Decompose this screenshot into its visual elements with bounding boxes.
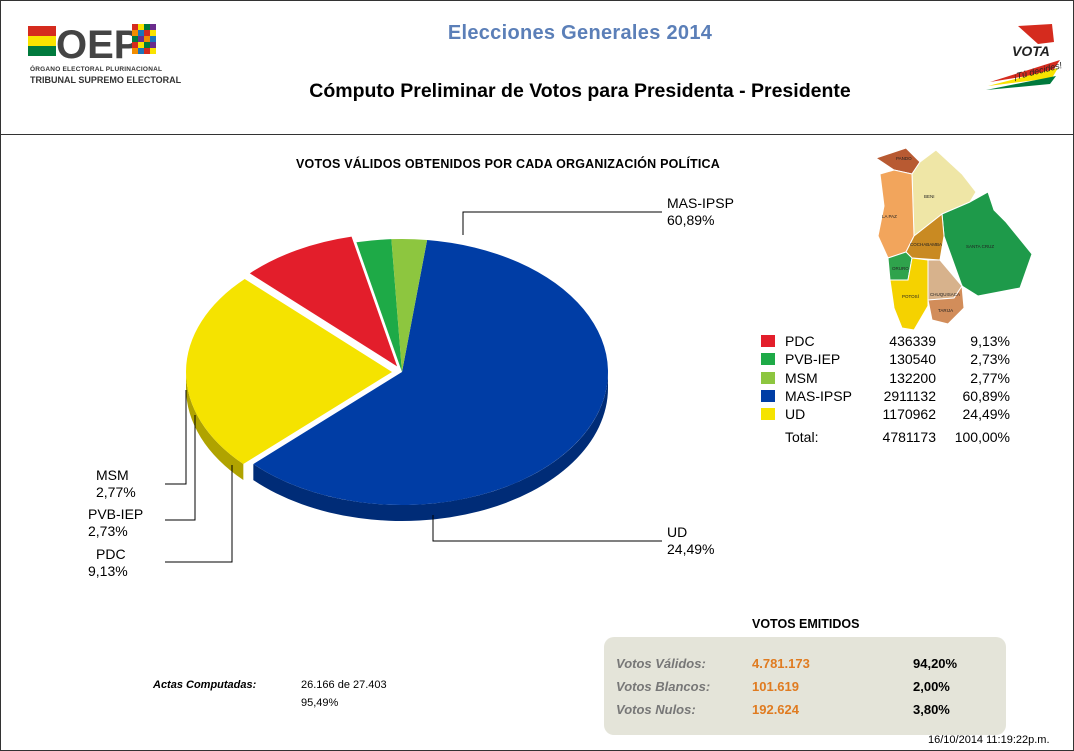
emit-row-blancos: Votos Blancos: 101.619 2,00% xyxy=(616,677,1006,697)
actas-computadas-percent: 95,49% xyxy=(301,697,339,709)
map-label-potosi: POTOSÍ xyxy=(902,293,920,299)
legend-percent: 2,73% xyxy=(970,351,1010,367)
header-separator xyxy=(1,134,1073,135)
legend-votes: 130540 xyxy=(889,351,936,367)
legend-name: PVB-IEP xyxy=(785,351,841,367)
pie-side-ud xyxy=(186,371,244,481)
legend-swatch-mas-ipsp xyxy=(761,390,775,402)
legend-swatch-pvb-iep xyxy=(761,353,775,365)
callout-ud-name: UD xyxy=(667,524,688,540)
map-label-cochabamba: COCHABAMBA xyxy=(910,242,942,247)
callout-ud: UD 24,49% xyxy=(667,524,714,558)
legend-total-votes: 4781173 xyxy=(882,429,936,445)
map-label-pando: PANDO xyxy=(896,156,912,161)
legend-name: UD xyxy=(785,406,806,422)
map-label-oruro: ORURO xyxy=(892,266,909,271)
emit-percent: 2,00% xyxy=(913,679,950,694)
site-title: Elecciones Generales 2014 xyxy=(447,22,713,44)
legend-name: PDC xyxy=(785,333,815,349)
callout-ud-pct: 24,49% xyxy=(667,541,715,557)
legend-swatch-pdc xyxy=(761,335,775,347)
emit-row-validos: Votos Válidos: 4.781.173 94,20% xyxy=(616,654,1006,674)
emit-label: Votos Nulos: xyxy=(616,702,696,717)
callout-pvb-iep-pct: 2,73% xyxy=(88,523,128,539)
callout-pdc-name: PDC xyxy=(96,546,126,562)
callout-mas-ipsp: MAS-IPSP 60,89% xyxy=(667,195,734,229)
pie-slice-ud xyxy=(186,278,393,465)
legend-total-percent: 100,00% xyxy=(954,429,1010,445)
map-label-beni: BENI xyxy=(924,194,935,199)
pie-slice-pvb-iep xyxy=(356,239,402,372)
pie-chart xyxy=(165,211,662,563)
pie-side-mas-ipsp xyxy=(253,372,608,521)
legend-swatch-ud xyxy=(761,408,775,420)
callout-pdc-pct: 9,13% xyxy=(88,563,128,579)
votos-emitidos-panel: Votos Válidos: 4.781.173 94,20% Votos Bl… xyxy=(604,637,1006,735)
legend-votes: 132200 xyxy=(889,370,936,386)
emit-label: Votos Válidos: xyxy=(616,656,706,671)
emit-value: 192.624 xyxy=(752,702,799,717)
map-label-chuquisaca: CHUQUISACA xyxy=(930,292,960,297)
callout-mas-ipsp-name: MAS-IPSP xyxy=(667,195,734,211)
actas-computadas-count: 26.166 de 27.403 xyxy=(301,679,387,691)
pie-slice-msm xyxy=(391,238,428,372)
callout-msm-pct: 2,77% xyxy=(96,484,136,500)
leader-line-pvb xyxy=(165,415,196,521)
map-label-santa-cruz: SANTA CRUZ xyxy=(966,244,994,249)
callout-pvb-iep: PVB-IEP 2,73% xyxy=(88,506,143,540)
map-label-la-paz: LA PAZ xyxy=(882,214,897,219)
emit-value: 101.619 xyxy=(752,679,799,694)
legend-votes: 436339 xyxy=(889,333,936,349)
callout-msm-name: MSM xyxy=(96,467,129,483)
legend-total-label: Total: xyxy=(785,429,819,445)
vota-word: VOTA xyxy=(1012,43,1050,59)
vota-logo: VOTA ¡Tú decides! xyxy=(986,24,1063,90)
emit-row-nulos: Votos Nulos: 192.624 3,80% xyxy=(616,700,1006,720)
pie-slice-mas-ipsp xyxy=(253,239,608,505)
oep-logo: OEP xyxy=(28,23,156,67)
actas-computadas-label: Actas Computadas: xyxy=(153,679,257,691)
report-timestamp: 16/10/2014 11:19:22p.m. xyxy=(928,734,1050,746)
legend-name: MAS-IPSP xyxy=(785,388,852,404)
map-label-tarija: TARIJA xyxy=(938,308,953,313)
page-title: Cómputo Preliminar de Votos para Preside… xyxy=(309,80,851,102)
pie-slice-pdc xyxy=(249,236,398,367)
callout-mas-ipsp-pct: 60,89% xyxy=(667,212,715,228)
oep-logo-mark: OEP xyxy=(56,23,140,67)
legend-votes: 2911132 xyxy=(883,388,936,404)
leader-line-pdc xyxy=(165,465,233,563)
legend-swatch-msm xyxy=(761,372,775,384)
legend-percent: 9,13% xyxy=(970,333,1010,349)
votos-emitidos-title: VOTOS EMITIDOS xyxy=(752,617,860,631)
callout-msm: MSM 2,77% xyxy=(96,467,136,501)
oep-logo-line2: TRIBUNAL SUPREMO ELECTORAL xyxy=(30,75,182,85)
chart-title: VOTOS VÁLIDOS OBTENIDOS POR CADA ORGANIZ… xyxy=(296,157,721,171)
bolivia-map: PANDO BENI LA PAZ COCHABAMBA SANTA CRUZ … xyxy=(874,147,1033,331)
emit-percent: 94,20% xyxy=(913,656,958,671)
callout-pvb-iep-name: PVB-IEP xyxy=(88,506,144,522)
leader-line-ud xyxy=(432,515,662,542)
oep-logo-line1: ÓRGANO ELECTORAL PLURINACIONAL xyxy=(30,66,163,73)
emit-value: 4.781.173 xyxy=(752,656,810,671)
legend-votes: 1170962 xyxy=(882,406,936,422)
leader-line-mas xyxy=(462,211,662,235)
legend-percent: 24,49% xyxy=(962,406,1010,422)
legend-name: MSM xyxy=(785,370,818,386)
emit-label: Votos Blancos: xyxy=(616,679,711,694)
emit-percent: 3,80% xyxy=(913,702,950,717)
leader-line-msm xyxy=(165,390,187,485)
legend-percent: 60,89% xyxy=(962,388,1010,404)
legend-percent: 2,77% xyxy=(970,370,1010,386)
callout-pdc: PDC 9,13% xyxy=(88,546,128,580)
